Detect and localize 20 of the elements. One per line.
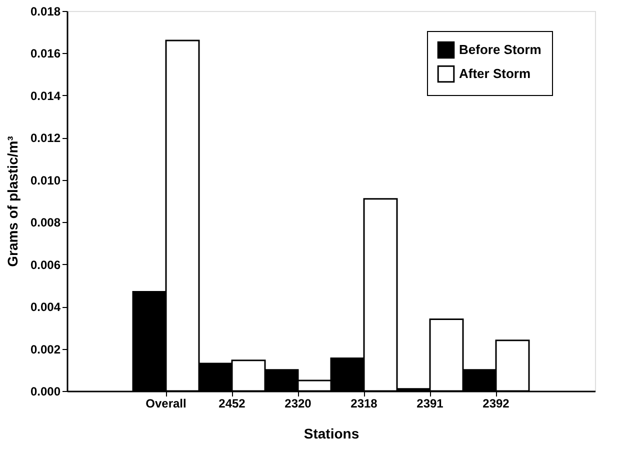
x-tick-label: 2392 (482, 396, 510, 410)
legend-label: After Storm (459, 66, 531, 81)
y-tick-label: 0.016 (30, 46, 61, 61)
y-tick-label: 0.002 (30, 342, 61, 356)
x-tick-label: 2452 (218, 396, 246, 410)
y-tick-label: 0.000 (30, 384, 61, 398)
y-tick-label: 0.004 (30, 300, 61, 314)
legend-label: Before Storm (459, 42, 542, 57)
y-tick-label: 0.018 (30, 4, 61, 18)
x-tick-label: 2318 (350, 396, 378, 410)
y-tick-label: 0.008 (30, 216, 61, 230)
x-axis-title: Stations (304, 426, 360, 442)
y-tick-label: 0.010 (30, 173, 61, 188)
y-tick-label: 0.006 (30, 258, 61, 272)
x-tick-label: 2391 (416, 396, 444, 410)
x-tick-label: Overall (146, 396, 186, 410)
y-tick-label: 0.014 (30, 88, 61, 103)
y-axis-title: Grams of plastic/m³ (4, 136, 20, 267)
x-tick-label: 2320 (284, 396, 312, 410)
y-tick-label: 0.012 (30, 131, 61, 146)
